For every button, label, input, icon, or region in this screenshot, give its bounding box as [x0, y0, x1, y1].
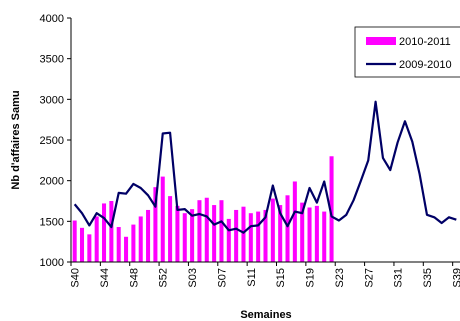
bar-S52 [160, 176, 165, 262]
bar-S48 [131, 224, 136, 262]
bar-S40 [72, 220, 77, 262]
x-tick-label-S23: S23 [334, 268, 346, 288]
legend: 2010-2011 2009-2010 [354, 26, 460, 78]
bar-S07 [219, 200, 224, 262]
y-tick-label: 2000 [40, 176, 64, 188]
x-tick-label-S27: S27 [363, 268, 375, 288]
bar-S15 [278, 205, 283, 262]
y-tick-label: 2500 [40, 135, 64, 147]
bar-S45 [109, 201, 114, 262]
bar-S47 [124, 236, 129, 262]
x-tick-label-S19: S19 [305, 268, 317, 288]
bar-S03 [190, 209, 195, 262]
bar-S49 [138, 216, 143, 262]
bar-S42 [87, 234, 92, 262]
bar-S04 [197, 200, 202, 262]
bar-S02 [182, 213, 187, 262]
bar-S06 [212, 205, 217, 262]
x-tick-label-S03: S03 [187, 268, 199, 288]
x-tick-label-S31: S31 [393, 268, 405, 288]
x-tick-label-S48: S48 [128, 268, 140, 288]
series-line-2009-2010 [73, 100, 457, 234]
bar-S46 [116, 227, 121, 262]
bar-S41 [79, 227, 85, 262]
bar-S14 [270, 198, 275, 262]
bar-S12 [256, 211, 261, 262]
x-tick-label-S52: S52 [158, 268, 170, 288]
bar-S10 [241, 206, 246, 262]
bar-S16 [285, 195, 290, 262]
y-tick-label: 1500 [40, 216, 64, 228]
legend-label-2010-2011: 2010-2011 [399, 36, 451, 48]
bar-S20 [314, 205, 319, 262]
legend-swatch-2010-2011 [366, 37, 396, 45]
bar-S21 [322, 211, 327, 262]
bar-S18 [300, 202, 305, 262]
y-tick-label: 3000 [40, 94, 64, 106]
bar-S43 [94, 216, 99, 262]
bar-S08 [226, 218, 231, 262]
bar-S53 [168, 196, 173, 262]
bar-S22 [329, 156, 334, 262]
legend-label-2009-2010: 2009-2010 [399, 59, 452, 71]
bar-S51 [153, 187, 158, 262]
bar-S05 [204, 197, 209, 262]
y-tick-label: 3500 [40, 54, 64, 66]
x-tick-label-S07: S07 [217, 268, 229, 288]
x-tick-label-S40: S40 [70, 268, 82, 288]
x-axis-ticks: S40 S44 S48 S52 S03 S07 S11 S15 S19 S23 S27 S31 S35 S… [70, 262, 460, 288]
bar-S17 [292, 181, 297, 262]
bar-S44 [102, 203, 107, 262]
bars-2010-2011 [72, 156, 334, 262]
y-tick-label: 1000 [40, 257, 64, 269]
bar-S11 [248, 213, 253, 262]
x-axis-title: Semaines [240, 309, 291, 321]
y-axis-ticks: 1000 1500 2000 2500 3000 3500 4000 [40, 13, 71, 269]
x-tick-label-S15: S15 [275, 268, 287, 288]
legend-box [354, 26, 460, 78]
x-tick-label-S35: S35 [422, 268, 434, 288]
bar-S09 [234, 209, 239, 262]
bar-S50 [146, 209, 151, 262]
bar-S01 [175, 205, 180, 262]
x-tick-label-S11: S11 [246, 268, 258, 287]
y-tick-label: 4000 [40, 13, 64, 25]
x-tick-label-S39: S39 [451, 268, 460, 288]
bar-S13 [263, 209, 268, 262]
bar-S19 [307, 207, 312, 262]
y-axis-title: Nb d'affaires Samu [10, 90, 22, 189]
x-tick-label-S44: S44 [99, 268, 111, 288]
